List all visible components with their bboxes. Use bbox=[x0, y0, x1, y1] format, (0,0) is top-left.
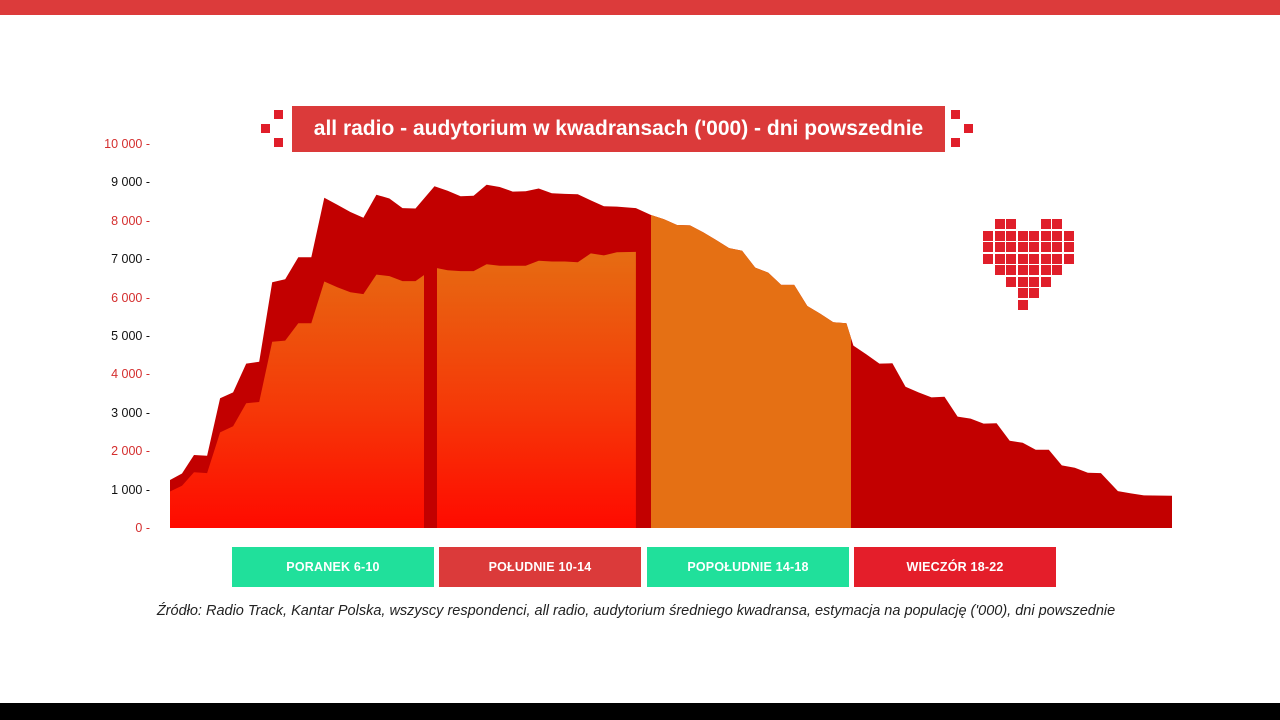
y-tick-label: 9 000 - bbox=[111, 175, 150, 190]
y-tick-label: 7 000 - bbox=[111, 252, 150, 267]
bottom-bar bbox=[0, 703, 1280, 720]
core-audience-area bbox=[170, 251, 636, 528]
y-tick-label: 4 000 - bbox=[111, 367, 150, 382]
segment-popoludnie: POPOŁUDNIE 14-18 bbox=[647, 547, 849, 587]
afternoon-audience-area bbox=[651, 215, 851, 528]
top-accent-bar bbox=[0, 0, 1280, 15]
y-tick-label: 10 000 - bbox=[104, 137, 150, 151]
y-tick-label: 1 000 - bbox=[111, 482, 150, 497]
y-tick-label: 5 000 - bbox=[111, 329, 150, 343]
chart-title: all radio - audytorium w kwadransach ('0… bbox=[292, 106, 945, 152]
segment-wieczor: WIECZÓR 18-22 bbox=[854, 547, 1056, 587]
y-tick-label: 8 000 - bbox=[111, 213, 150, 228]
y-tick-label: 0 - bbox=[135, 521, 150, 535]
source-note: Źródło: Radio Track, Kantar Polska, wszy… bbox=[156, 603, 1116, 619]
y-tick-label: 3 000 - bbox=[111, 405, 150, 420]
y-tick-label: 6 000 - bbox=[111, 290, 150, 305]
y-tick-label: 2 000 - bbox=[111, 444, 150, 459]
segment-poranek: PORANEK 6-10 bbox=[232, 547, 434, 587]
pixel-heart-icon bbox=[983, 219, 1075, 311]
block-separator bbox=[424, 260, 437, 528]
segment-poludnie: POŁUDNIE 10-14 bbox=[439, 547, 641, 587]
